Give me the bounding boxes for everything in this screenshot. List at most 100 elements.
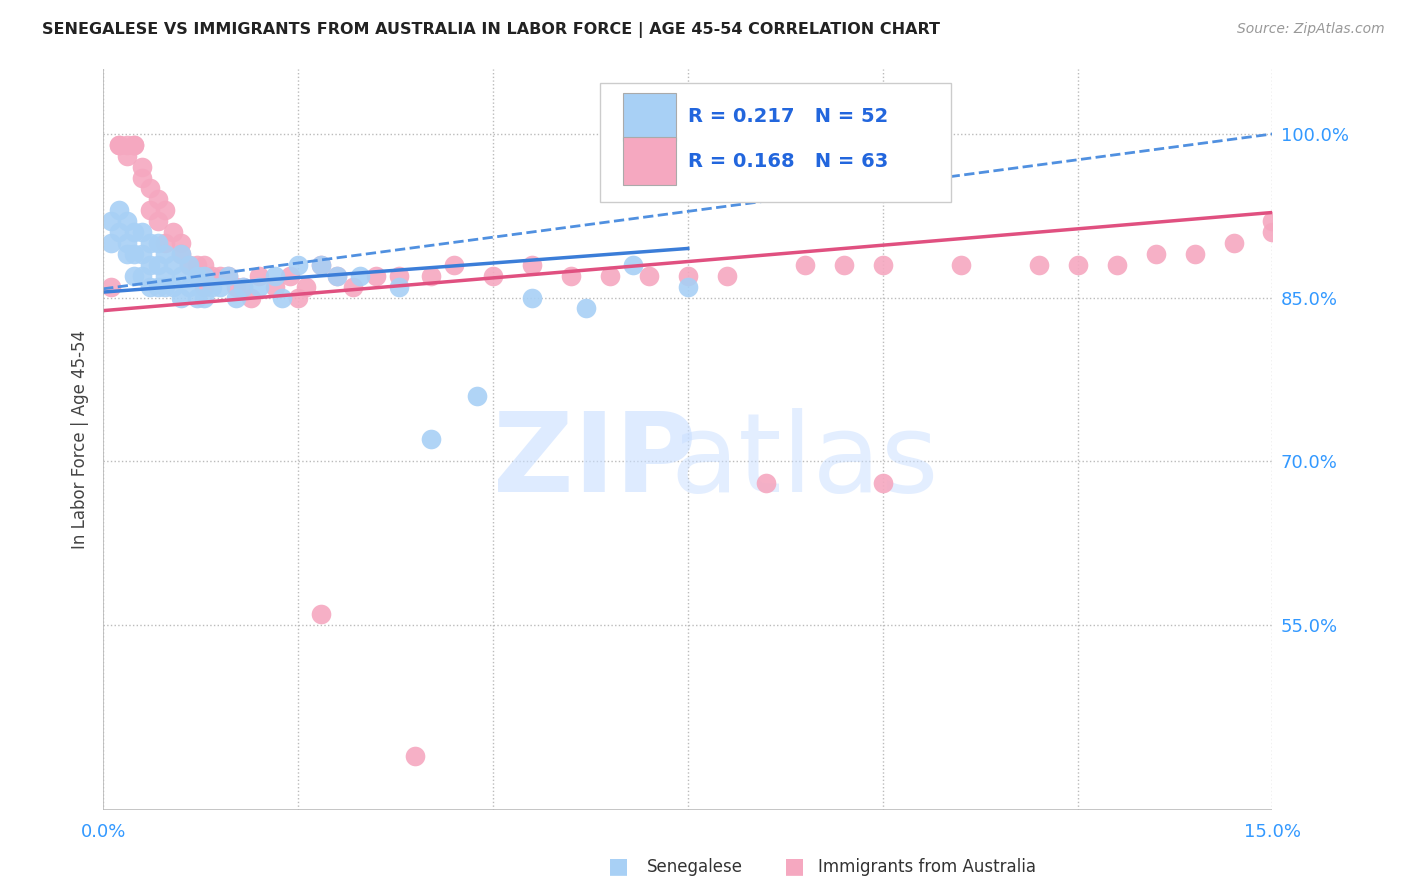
Point <box>139 203 162 218</box>
Point <box>637 268 659 283</box>
Point <box>107 203 129 218</box>
Point <box>177 258 200 272</box>
Point <box>100 279 122 293</box>
Point <box>131 160 153 174</box>
Point <box>311 607 333 621</box>
Point <box>146 214 169 228</box>
Y-axis label: In Labor Force | Age 45-54: In Labor Force | Age 45-54 <box>72 330 89 549</box>
Point <box>186 268 208 283</box>
Point <box>247 268 270 283</box>
Point <box>115 235 138 250</box>
Point <box>155 268 177 283</box>
Point <box>124 137 146 152</box>
Point <box>170 247 193 261</box>
Point <box>193 268 215 283</box>
Point <box>287 258 309 272</box>
Point <box>100 235 122 250</box>
Point <box>232 279 254 293</box>
Point <box>311 258 333 272</box>
Point <box>676 279 699 293</box>
Point <box>170 235 193 250</box>
Text: ■: ■ <box>785 856 804 876</box>
Point <box>872 475 894 490</box>
Point <box>131 268 153 283</box>
Point <box>520 258 543 272</box>
Point <box>465 389 488 403</box>
Point <box>1222 235 1244 250</box>
Point <box>271 291 294 305</box>
Point <box>162 279 184 293</box>
Point <box>115 149 138 163</box>
Point <box>482 268 505 283</box>
Point <box>201 279 224 293</box>
Point <box>560 268 582 283</box>
Point <box>232 279 254 293</box>
Point <box>311 258 333 272</box>
Point <box>287 291 309 305</box>
FancyBboxPatch shape <box>623 137 676 186</box>
FancyBboxPatch shape <box>623 93 676 141</box>
Point <box>575 301 598 316</box>
Point <box>209 279 232 293</box>
Point <box>326 268 349 283</box>
Point <box>793 258 815 272</box>
Point <box>162 258 184 272</box>
Point <box>364 268 387 283</box>
Text: SENEGALESE VS IMMIGRANTS FROM AUSTRALIA IN LABOR FORCE | AGE 45-54 CORRELATION C: SENEGALESE VS IMMIGRANTS FROM AUSTRALIA … <box>42 22 941 38</box>
Point <box>388 279 411 293</box>
Point <box>349 268 371 283</box>
Point <box>1184 247 1206 261</box>
Point <box>131 170 153 185</box>
Point <box>225 291 247 305</box>
Point <box>115 247 138 261</box>
Point <box>832 258 855 272</box>
Point <box>146 258 169 272</box>
Point <box>146 193 169 207</box>
Point <box>949 258 972 272</box>
Text: atlas: atlas <box>671 408 939 515</box>
Text: ■: ■ <box>609 856 628 876</box>
Point <box>107 225 129 239</box>
Point <box>139 181 162 195</box>
Point <box>177 258 200 272</box>
Point <box>443 258 465 272</box>
Point <box>263 268 285 283</box>
Point <box>155 247 177 261</box>
Point <box>326 268 349 283</box>
Point <box>131 225 153 239</box>
Point <box>263 279 285 293</box>
Point <box>170 291 193 305</box>
Point <box>716 268 738 283</box>
Point <box>1144 247 1167 261</box>
Point <box>146 235 169 250</box>
Point <box>1105 258 1128 272</box>
Point <box>247 279 270 293</box>
Point <box>155 203 177 218</box>
Point <box>520 291 543 305</box>
Point <box>1261 225 1284 239</box>
Text: Immigrants from Australia: Immigrants from Australia <box>818 858 1036 876</box>
Point <box>107 137 129 152</box>
Point <box>201 268 224 283</box>
Point <box>342 279 364 293</box>
Point <box>139 235 162 250</box>
Point <box>1066 258 1088 272</box>
Point <box>186 258 208 272</box>
Point <box>131 247 153 261</box>
Point <box>240 291 263 305</box>
Point <box>872 258 894 272</box>
Point <box>388 268 411 283</box>
Point <box>100 214 122 228</box>
Text: Source: ZipAtlas.com: Source: ZipAtlas.com <box>1237 22 1385 37</box>
Point <box>217 268 239 283</box>
Point <box>599 268 621 283</box>
Point <box>139 279 162 293</box>
Point <box>124 247 146 261</box>
Text: R = 0.168   N = 63: R = 0.168 N = 63 <box>688 152 889 170</box>
Point <box>217 268 239 283</box>
Point <box>170 247 193 261</box>
Point <box>193 291 215 305</box>
Point <box>115 137 138 152</box>
Point <box>162 225 184 239</box>
Point <box>1028 258 1050 272</box>
